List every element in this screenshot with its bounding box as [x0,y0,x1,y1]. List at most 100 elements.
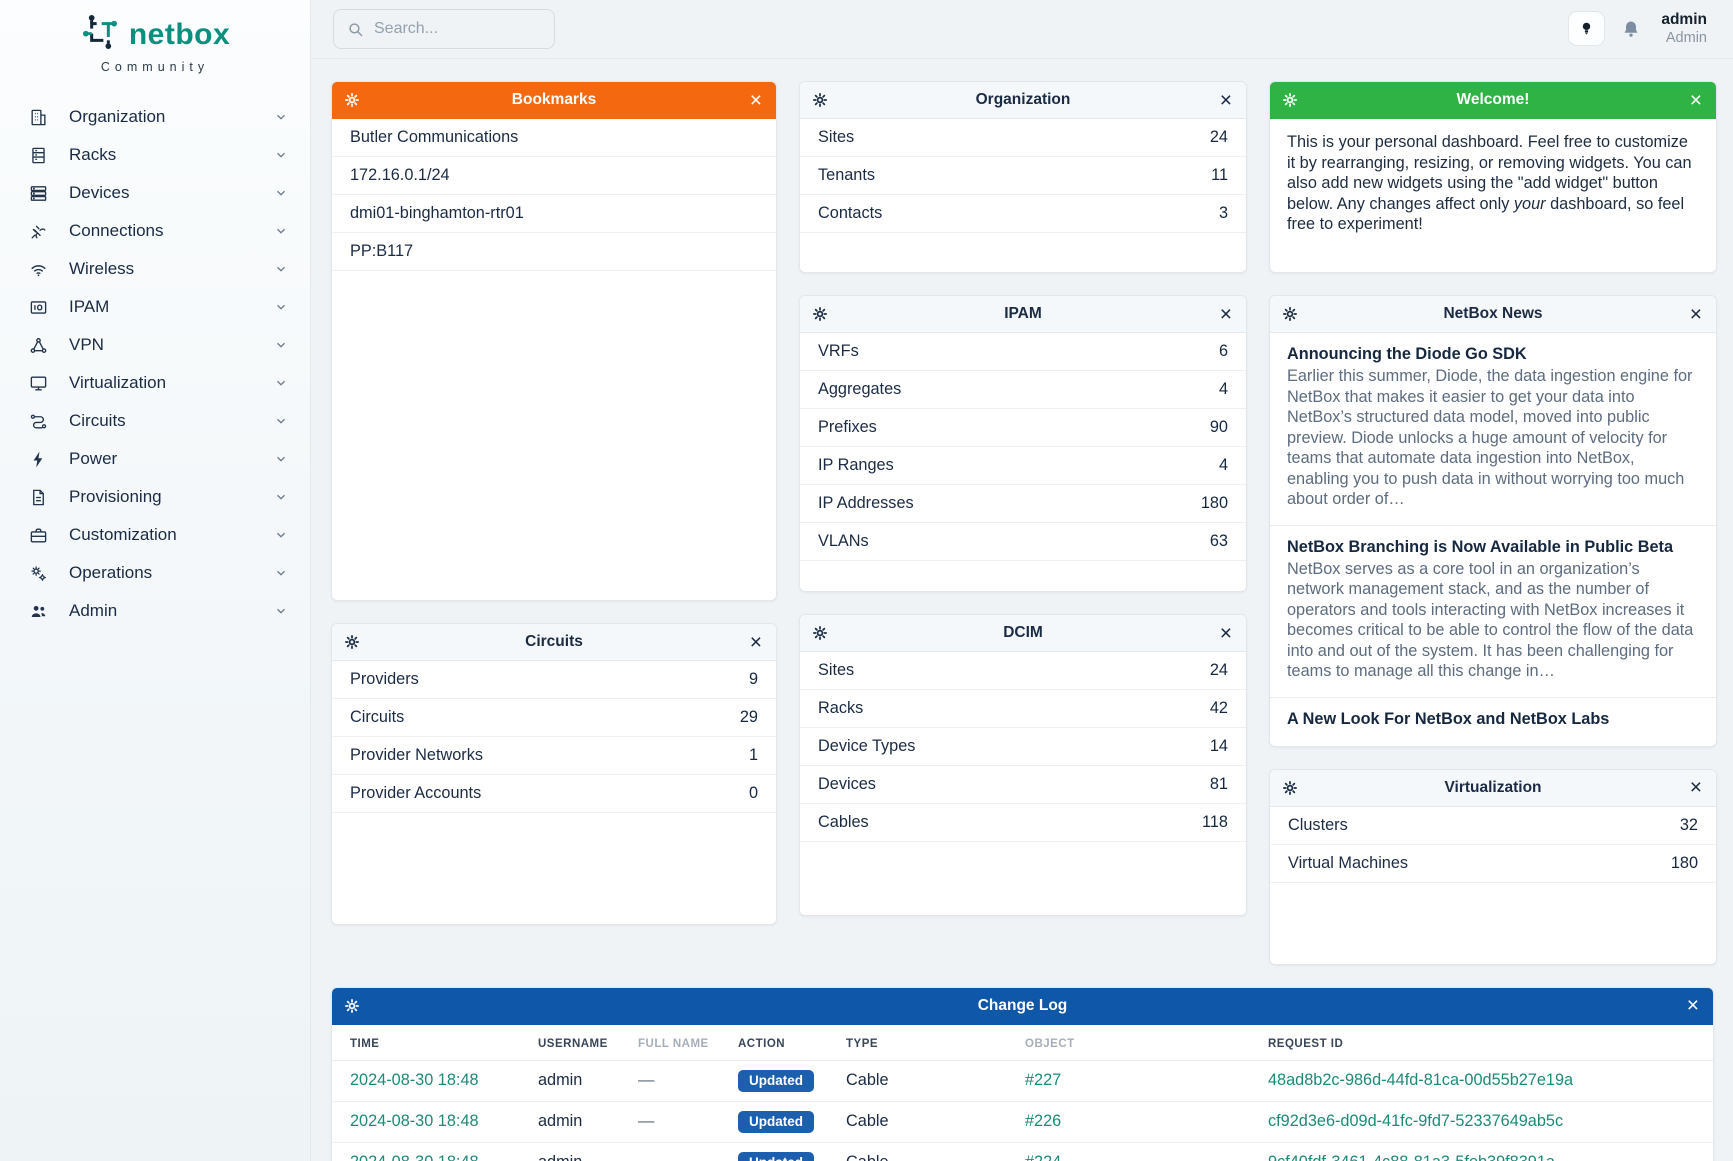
stat-value[interactable]: 32 [1679,815,1698,834]
stat-value[interactable]: 0 [748,784,758,802]
bookmark-item[interactable]: 172.16.0.1/24 [332,157,776,195]
change-request-id-link[interactable]: cf92d3e6-d09d-41fc-9fd7-52337649ab5c [1268,1112,1564,1131]
stat-value[interactable]: 4 [1218,456,1228,474]
bookmark-label[interactable]: 172.16.0.1/24 [350,166,450,184]
bookmark-label[interactable]: dmi01-binghamton-rtr01 [350,204,524,222]
sidebar-item-vpn[interactable]: VPN [0,326,310,364]
news-article-title[interactable]: A New Look For NetBox and NetBox Labs [1287,709,1610,728]
change-request-id-link[interactable]: 9cf40fdf-3461-4c88-81a3-5feb39f8391a [1268,1153,1695,1161]
stat-label[interactable]: Providers [350,670,419,688]
close-icon[interactable]: × [749,630,762,654]
stat-label[interactable]: Virtual Machines [1288,853,1409,872]
stat-label[interactable]: Prefixes [818,418,877,436]
change-time-link[interactable]: 2024-08-30 18:48 [350,1071,479,1090]
stat-label[interactable]: Racks [818,699,864,717]
close-icon[interactable]: × [1219,88,1232,112]
sidebar-item-customization[interactable]: Customization [0,516,310,554]
widget-config-gear-icon[interactable] [812,625,828,641]
bookmark-item[interactable]: Butler Communications [332,119,776,157]
user-menu[interactable]: admin Admin [1657,11,1707,46]
stat-label[interactable]: Contacts [818,204,883,222]
stat-value[interactable]: 42 [1209,699,1228,717]
bookmark-item[interactable]: PP:B117 [332,233,776,271]
news-article-title[interactable]: Announcing the Diode Go SDK [1287,345,1527,363]
chevron-down-icon [274,414,288,428]
stat-label[interactable]: Clusters [1288,815,1348,834]
stat-value[interactable]: 24 [1209,661,1228,679]
stat-value[interactable]: 9 [748,670,758,688]
widget-config-gear-icon[interactable] [1282,780,1298,796]
widget-config-gear-icon[interactable] [1282,306,1298,322]
stat-label[interactable]: Circuits [350,708,405,726]
stat-value[interactable]: 14 [1209,737,1228,755]
stat-label[interactable]: Device Types [818,737,916,755]
close-icon[interactable]: × [1686,994,1699,1018]
stat-value[interactable]: 29 [739,708,758,726]
stat-value[interactable]: 6 [1218,342,1228,360]
stat-value[interactable]: 1 [748,746,758,764]
stat-value[interactable]: 180 [1670,853,1698,872]
stat-label[interactable]: VLANs [818,532,869,550]
stat-label[interactable]: VRFs [818,342,859,360]
stat-label[interactable]: Tenants [818,166,876,184]
bookmark-item[interactable]: dmi01-binghamton-rtr01 [332,195,776,233]
close-icon[interactable]: × [749,88,762,112]
stat-label[interactable]: Devices [818,775,876,793]
widget-config-gear-icon[interactable] [344,998,360,1014]
stat-value[interactable]: 3 [1218,204,1228,222]
change-time-link[interactable]: 2024-08-30 18:48 [350,1153,538,1161]
widget-config-gear-icon[interactable] [1282,92,1298,108]
sidebar-item-provisioning[interactable]: Provisioning [0,478,310,516]
sidebar-item-ipam[interactable]: IPAM [0,288,310,326]
sidebar-item-devices[interactable]: Devices [0,174,310,212]
change-object-link[interactable]: #226 [1025,1112,1062,1131]
search-input[interactable] [374,20,541,38]
sidebar-item-admin[interactable]: Admin [0,592,310,630]
stat-value[interactable]: 81 [1209,775,1228,793]
brand[interactable]: netbox Community [0,0,310,74]
change-time-link[interactable]: 2024-08-30 18:48 [350,1112,479,1131]
stat-label[interactable]: Aggregates [818,380,902,398]
widget-config-gear-icon[interactable] [344,634,360,650]
sidebar-item-operations[interactable]: Operations [0,554,310,592]
stat-label[interactable]: Sites [818,128,855,146]
change-object-link[interactable]: #224 [1025,1153,1268,1161]
stat-label[interactable]: Provider Accounts [350,784,482,802]
stat-label[interactable]: Sites [818,661,855,679]
widget-config-gear-icon[interactable] [812,92,828,108]
sidebar-item-racks[interactable]: Racks [0,136,310,174]
change-request-id-link[interactable]: 48ad8b2c-986d-44fd-81ca-00d55b27e19a [1268,1071,1574,1090]
sidebar-item-virtualization[interactable]: Virtualization [0,364,310,402]
search-box[interactable] [333,9,555,49]
stat-label[interactable]: Provider Networks [350,746,484,764]
close-icon[interactable]: × [1689,776,1702,800]
stat-value[interactable]: 4 [1218,380,1228,398]
stat-value[interactable]: 118 [1202,813,1228,831]
news-article-title[interactable]: NetBox Branching is Now Available in Pub… [1287,537,1674,556]
bookmark-label[interactable]: Butler Communications [350,128,519,146]
stat-value[interactable]: 90 [1209,418,1228,436]
widget-config-gear-icon[interactable] [344,92,360,108]
stat-label[interactable]: IP Ranges [818,456,894,474]
stat-value[interactable]: 11 [1211,166,1228,184]
sidebar-item-wireless[interactable]: Wireless [0,250,310,288]
sidebar-item-power[interactable]: Power [0,440,310,478]
stat-value[interactable]: 180 [1200,494,1228,512]
stat-value[interactable]: 24 [1209,128,1228,146]
theme-toggle-button[interactable] [1568,11,1606,47]
close-icon[interactable]: × [1689,88,1702,112]
change-object-link[interactable]: #227 [1025,1071,1062,1090]
close-icon[interactable]: × [1219,302,1232,326]
stat-label[interactable]: IP Addresses [818,494,914,512]
chevron-down-icon [274,262,288,276]
stat-label[interactable]: Cables [818,813,869,831]
widget-config-gear-icon[interactable] [812,306,828,322]
close-icon[interactable]: × [1219,621,1232,645]
stat-value[interactable]: 63 [1209,532,1228,550]
notifications-bell-icon[interactable] [1621,19,1641,39]
sidebar-item-circuits[interactable]: Circuits [0,402,310,440]
close-icon[interactable]: × [1689,302,1702,326]
sidebar-item-connections[interactable]: Connections [0,212,310,250]
bookmark-label[interactable]: PP:B117 [350,242,414,260]
sidebar-item-organization[interactable]: Organization [0,98,310,136]
